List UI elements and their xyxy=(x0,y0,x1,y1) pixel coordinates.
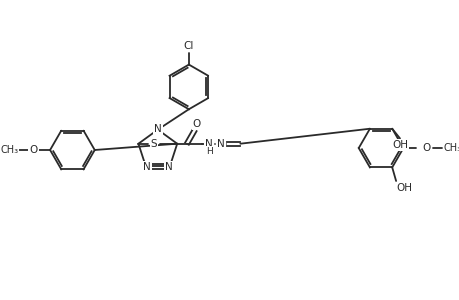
Text: H: H xyxy=(206,147,212,156)
Text: OH: OH xyxy=(391,140,407,150)
Text: N: N xyxy=(154,124,162,134)
Text: S: S xyxy=(151,139,157,149)
Text: OH: OH xyxy=(395,183,411,193)
Text: Cl: Cl xyxy=(183,41,194,51)
Text: CH₃: CH₃ xyxy=(0,145,18,155)
Text: O: O xyxy=(192,119,201,129)
Text: N: N xyxy=(205,139,213,149)
Text: N: N xyxy=(165,163,172,172)
Text: O: O xyxy=(422,143,430,153)
Text: N: N xyxy=(143,163,151,172)
Text: CH₃: CH₃ xyxy=(443,143,459,153)
Text: N: N xyxy=(217,139,224,149)
Text: O: O xyxy=(29,145,38,155)
